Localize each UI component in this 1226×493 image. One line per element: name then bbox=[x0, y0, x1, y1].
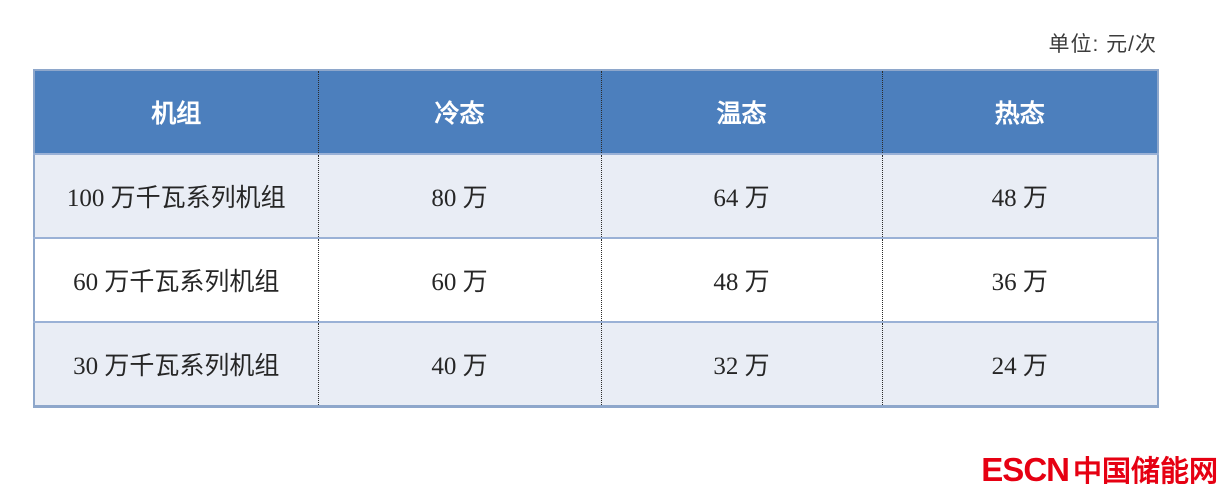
cell-unit-name: 60 万千瓦系列机组 bbox=[34, 237, 319, 322]
cell-hot-value: 24 万 bbox=[882, 321, 1158, 406]
header-cell-hot-state: 热态 bbox=[882, 70, 1158, 154]
cell-warm-value: 64 万 bbox=[601, 153, 883, 238]
cell-cold-value: 60 万 bbox=[318, 237, 602, 322]
header-cell-unit-type: 机组 bbox=[34, 70, 319, 154]
unit-label: 单位: 元/次 bbox=[1048, 33, 1157, 56]
cell-unit-name: 100 万千瓦系列机组 bbox=[34, 153, 319, 238]
escn-logo-cjk: 中国储能网 bbox=[1072, 456, 1218, 488]
escn-logo-latin: ESCN bbox=[981, 451, 1070, 488]
header-cell-cold-state: 冷态 bbox=[318, 70, 602, 154]
cell-hot-value: 48 万 bbox=[882, 153, 1158, 238]
cell-warm-value: 48 万 bbox=[601, 237, 883, 322]
table-row: 100 万千瓦系列机组 80 万 64 万 48 万 bbox=[34, 153, 1158, 238]
cell-unit-name: 30 万千瓦系列机组 bbox=[34, 321, 319, 406]
startup-cost-table: 机组 冷态 温态 热态 100 万千瓦系列机组 80 万 64 万 48 万 6… bbox=[33, 69, 1159, 408]
cell-hot-value: 36 万 bbox=[882, 237, 1158, 322]
cell-warm-value: 32 万 bbox=[601, 321, 883, 406]
header-cell-warm-state: 温态 bbox=[601, 70, 883, 154]
cell-cold-value: 80 万 bbox=[318, 153, 602, 238]
table-row: 30 万千瓦系列机组 40 万 32 万 24 万 bbox=[34, 321, 1158, 406]
cell-cold-value: 40 万 bbox=[318, 321, 602, 406]
table-header-row: 机组 冷态 温态 热态 bbox=[34, 70, 1158, 154]
escn-logo: ESCN 中国储能网 bbox=[981, 453, 1218, 487]
table-row: 60 万千瓦系列机组 60 万 48 万 36 万 bbox=[34, 237, 1158, 322]
